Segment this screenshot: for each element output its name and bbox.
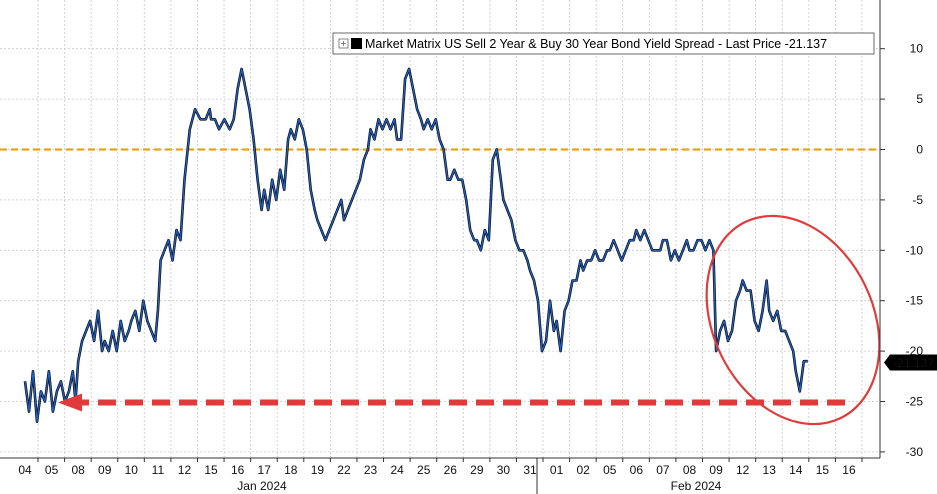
x-tick-label: 13 bbox=[763, 463, 777, 477]
x-tick-label: 17 bbox=[258, 463, 272, 477]
x-tick-label: 12 bbox=[736, 463, 750, 477]
x-tick-label: 16 bbox=[842, 463, 856, 477]
annotations bbox=[58, 214, 881, 426]
x-tick-label: 09 bbox=[98, 463, 112, 477]
y-tick-label: 10 bbox=[910, 42, 924, 56]
legend-swatch bbox=[351, 38, 362, 49]
y-tick-label: -10 bbox=[906, 243, 924, 257]
highlight-ellipse bbox=[705, 214, 881, 426]
y-tick-label: -25 bbox=[906, 395, 924, 409]
x-tick-label: 11 bbox=[152, 463, 165, 477]
x-tick-label: 12 bbox=[178, 463, 192, 477]
x-tick-label: 08 bbox=[683, 463, 697, 477]
y-tick-label: 0 bbox=[916, 143, 923, 157]
x-tick-label: 04 bbox=[18, 463, 32, 477]
x-tick-label: 15 bbox=[204, 463, 218, 477]
x-tick-label: 02 bbox=[577, 463, 591, 477]
y-tick-label: 5 bbox=[916, 92, 923, 106]
x-tick-label: 06 bbox=[630, 463, 644, 477]
x-tick-label: 31 bbox=[523, 463, 537, 477]
x-tick-label: 08 bbox=[71, 463, 85, 477]
legend: Market Matrix US Sell 2 Year & Buy 30 Ye… bbox=[332, 32, 875, 55]
x-tick-label: 07 bbox=[656, 463, 670, 477]
support-arrow-head bbox=[58, 393, 82, 412]
x-tick-label: 29 bbox=[470, 463, 484, 477]
x-tick-label: 24 bbox=[390, 463, 404, 477]
x-tick-label: 19 bbox=[311, 463, 325, 477]
series-line bbox=[24, 68, 808, 423]
x-tick-label: 05 bbox=[603, 463, 617, 477]
y-tick-label: -30 bbox=[906, 445, 924, 459]
x-tick-label: 10 bbox=[125, 463, 139, 477]
month-label: Jan 2024 bbox=[237, 479, 287, 493]
legend-label: Market Matrix US Sell 2 Year & Buy 30 Ye… bbox=[365, 37, 827, 51]
x-tick-label: 22 bbox=[337, 463, 351, 477]
plot-background bbox=[0, 0, 880, 458]
x-tick-label: 25 bbox=[417, 463, 431, 477]
legend-box bbox=[332, 32, 875, 55]
y-tick-label: -15 bbox=[906, 294, 924, 308]
x-tick-label: 15 bbox=[816, 463, 830, 477]
x-tick-label: 26 bbox=[444, 463, 458, 477]
y-tick-label: -5 bbox=[912, 193, 923, 207]
x-tick-label: 05 bbox=[45, 463, 59, 477]
spread-series bbox=[23, 67, 808, 424]
last-price-label: -21.137 bbox=[893, 356, 934, 370]
x-tick-label: 23 bbox=[364, 463, 378, 477]
x-tick-label: 30 bbox=[497, 463, 511, 477]
x-tick-label: 18 bbox=[284, 463, 298, 477]
x-tick-label: 14 bbox=[789, 463, 803, 477]
x-tick-label: 16 bbox=[231, 463, 245, 477]
last-price-tag bbox=[884, 354, 937, 371]
x-tick-label: 09 bbox=[709, 463, 723, 477]
x-tick-label: 01 bbox=[550, 463, 564, 477]
month-label: Feb 2024 bbox=[671, 479, 722, 493]
